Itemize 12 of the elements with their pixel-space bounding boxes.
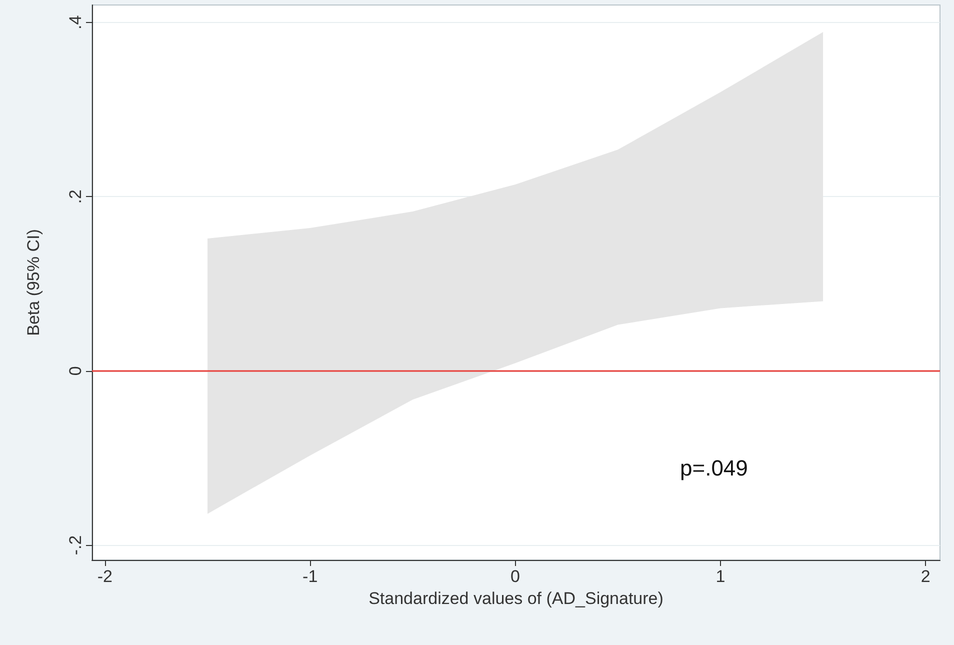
y-tick-label: .2: [66, 190, 85, 204]
x-axis-title: Standardized values of (AD_Signature): [368, 589, 664, 608]
y-tick-label: -.2: [66, 535, 85, 556]
x-tick-label: 0: [510, 567, 520, 586]
x-tick-label: -1: [302, 567, 318, 586]
x-tick-label: 1: [716, 567, 726, 586]
y-tick-label: .4: [66, 15, 85, 30]
y-axis-title: Beta (95% CI): [24, 229, 43, 336]
x-tick-label: 2: [920, 567, 930, 586]
y-tick-label: 0: [66, 366, 85, 376]
annotation: p=.049: [680, 456, 748, 480]
x-tick-label: -2: [97, 567, 112, 586]
